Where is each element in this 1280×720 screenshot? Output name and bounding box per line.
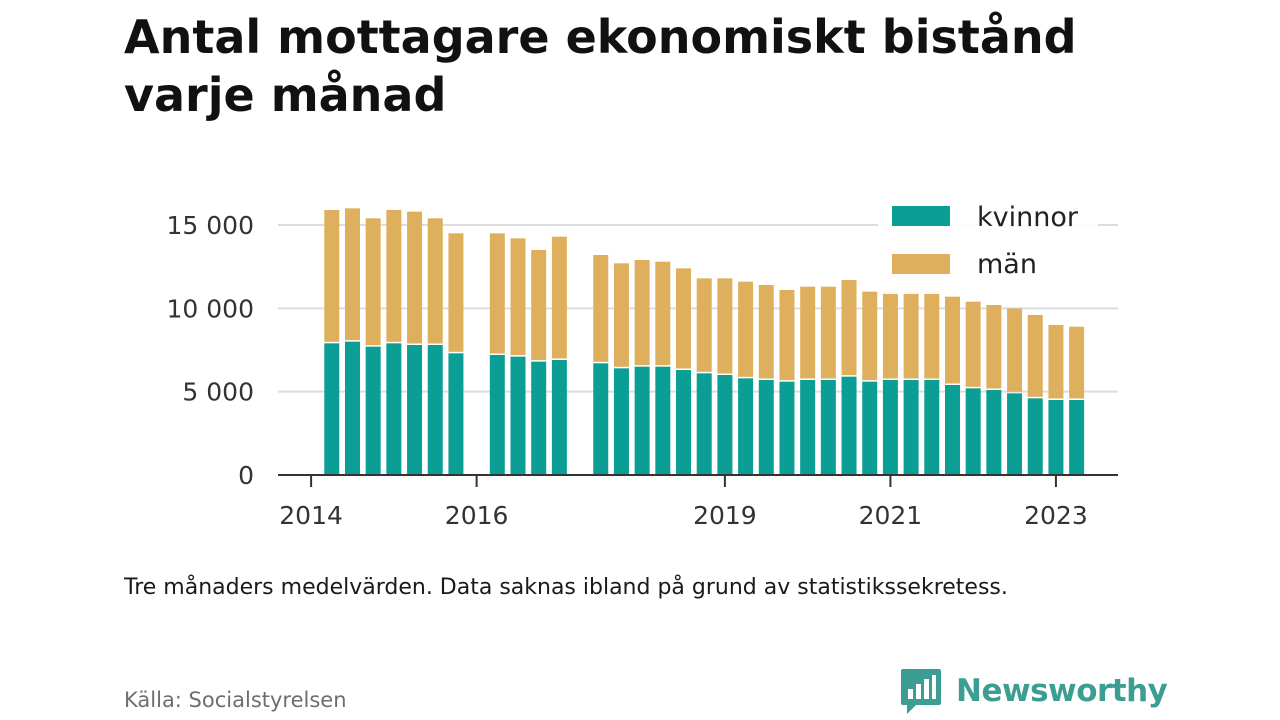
axes: 0 5 000 10 000 15 000 2014 2016 2019 2021 2023 xyxy=(167,211,1118,530)
bar-man xyxy=(365,218,381,346)
bar-kvinnor xyxy=(862,381,878,475)
x-tick-label: 2023 xyxy=(1024,501,1088,530)
bar-kvinnor xyxy=(593,363,609,475)
newsworthy-logo: Newsworthy xyxy=(900,667,1168,715)
bar-man xyxy=(820,286,836,379)
bar-kvinnor xyxy=(407,345,423,475)
bar-man xyxy=(613,263,629,367)
bar-man xyxy=(882,291,898,379)
bar-man xyxy=(448,233,464,352)
bars xyxy=(324,208,1085,475)
bar-kvinnor xyxy=(1027,398,1043,475)
bar-kvinnor xyxy=(613,368,629,475)
bar-man xyxy=(862,291,878,381)
bar-man xyxy=(903,291,919,379)
bar-man xyxy=(593,255,609,362)
bar-man xyxy=(800,286,816,379)
y-tick-label: 5 000 xyxy=(182,378,254,407)
bar-man xyxy=(965,301,981,387)
bar-kvinnor xyxy=(676,370,692,475)
bar-kvinnor xyxy=(696,373,712,475)
bar-man xyxy=(655,261,671,366)
bar-man xyxy=(717,278,733,374)
bar-man xyxy=(738,281,754,377)
bar-man xyxy=(924,291,940,379)
bar-man xyxy=(986,305,1002,389)
bar-kvinnor xyxy=(738,378,754,475)
bar-chart-speech-bubble-icon xyxy=(901,669,941,714)
legend-label-man: män xyxy=(977,249,1037,280)
bar-kvinnor xyxy=(1007,393,1023,475)
bar-kvinnor xyxy=(344,341,360,475)
source-label: Källa: Socialstyrelsen xyxy=(124,688,347,712)
bar-kvinnor xyxy=(903,380,919,475)
bar-kvinnor xyxy=(924,380,940,475)
bar-man xyxy=(551,236,567,359)
bar-kvinnor xyxy=(1048,400,1064,475)
chart-title: Antal mottagare ekonomiskt bistånd varje… xyxy=(124,10,1077,122)
bar-man xyxy=(696,278,712,372)
bar-kvinnor xyxy=(634,366,650,475)
bar-man xyxy=(510,238,526,356)
bar-kvinnor xyxy=(965,388,981,475)
bar-kvinnor xyxy=(655,366,671,475)
bar-kvinnor xyxy=(800,380,816,475)
bar-man xyxy=(841,280,857,376)
bar-kvinnor xyxy=(531,361,547,475)
bar-kvinnor xyxy=(448,353,464,475)
bar-man xyxy=(944,296,960,384)
bar-kvinnor xyxy=(427,345,443,475)
bar-kvinnor xyxy=(820,380,836,475)
y-tick-label: 15 000 xyxy=(167,211,254,240)
bar-kvinnor xyxy=(551,360,567,475)
brand-name: Newsworthy xyxy=(956,673,1168,709)
bar-kvinnor xyxy=(386,343,402,475)
bar-man xyxy=(634,260,650,366)
bar-kvinnor xyxy=(758,380,774,475)
bar-man xyxy=(1027,315,1043,397)
bar-man xyxy=(344,208,360,341)
y-tick-label: 10 000 xyxy=(167,294,254,323)
bar-man xyxy=(758,285,774,379)
bar-man xyxy=(779,290,795,381)
bar-man xyxy=(531,250,547,361)
bar-man xyxy=(1069,326,1085,399)
x-tick-label: 2019 xyxy=(693,501,757,530)
bar-kvinnor xyxy=(365,346,381,475)
y-tick-label: 0 xyxy=(238,461,254,490)
bar-man xyxy=(489,233,505,354)
x-tick-label: 2016 xyxy=(445,501,509,530)
bar-kvinnor xyxy=(510,356,526,475)
chart-note: Tre månaders medelvärden. Data saknas ib… xyxy=(124,575,1008,600)
bar-man xyxy=(1048,325,1064,399)
bar-man xyxy=(386,210,402,342)
bar-man xyxy=(1007,308,1023,392)
bar-kvinnor xyxy=(882,380,898,475)
bar-man xyxy=(427,218,443,344)
bar-kvinnor xyxy=(1069,400,1085,475)
bar-kvinnor xyxy=(986,390,1002,475)
bar-kvinnor xyxy=(841,376,857,475)
legend-swatch-man xyxy=(892,254,950,274)
x-tick-label: 2021 xyxy=(859,501,923,530)
legend-swatch-kvinnor xyxy=(892,206,950,226)
bar-kvinnor xyxy=(717,375,733,475)
legend: kvinnor män xyxy=(878,194,1098,294)
bar-kvinnor xyxy=(944,385,960,475)
bar-kvinnor xyxy=(489,355,505,475)
x-tick-label: 2014 xyxy=(279,501,343,530)
bar-kvinnor xyxy=(779,381,795,475)
bar-man xyxy=(407,211,423,344)
bar-man xyxy=(324,210,340,342)
bar-kvinnor xyxy=(324,343,340,475)
stacked-bar-chart: kvinnor män 0 5 000 10 000 15 000 2014 2016 20… xyxy=(166,194,1118,530)
legend-label-kvinnor: kvinnor xyxy=(977,202,1079,233)
bar-man xyxy=(676,268,692,369)
